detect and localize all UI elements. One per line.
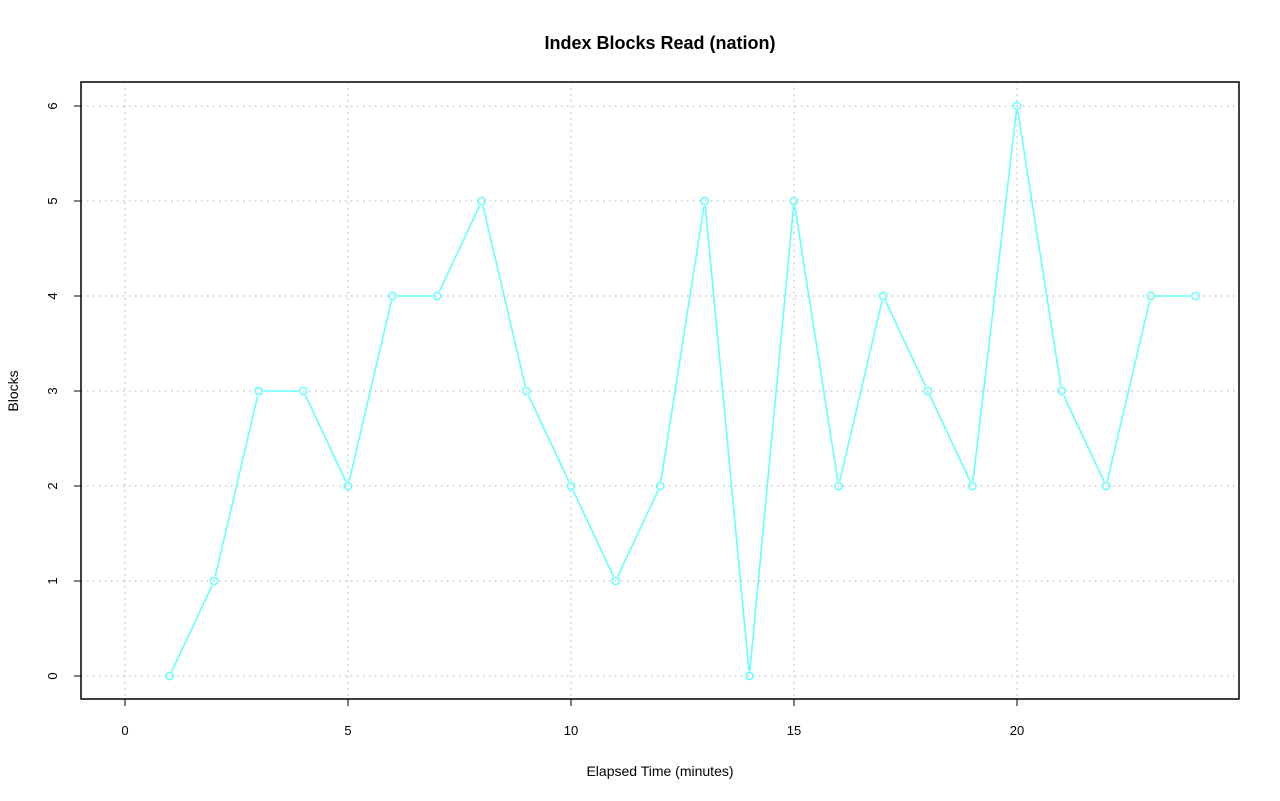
- data-point: [254, 386, 264, 396]
- series-line-segment: [438, 205, 481, 292]
- data-point: [566, 481, 576, 491]
- data-point: [745, 671, 754, 681]
- series-line-segment: [572, 490, 615, 577]
- x-tick-label: 15: [787, 723, 801, 738]
- series-line-segment: [838, 300, 883, 482]
- data-point: [1012, 101, 1022, 111]
- data-point: [878, 291, 888, 301]
- y-axis: 0 1 2 3 4 5 6: [45, 102, 82, 680]
- data-point: [299, 386, 308, 396]
- series-line-segment: [704, 205, 750, 672]
- data-point: [789, 196, 799, 206]
- data-point: [522, 386, 531, 396]
- data-point: [1191, 291, 1200, 301]
- series-line-segment: [527, 395, 570, 482]
- series-line-segment: [214, 395, 259, 577]
- y-tick-label: 1: [45, 577, 60, 584]
- series-line-segment: [304, 395, 347, 482]
- data-point: [165, 671, 174, 681]
- series-line-segment: [1063, 395, 1105, 482]
- series-line-segment: [972, 110, 1018, 482]
- series-line-segment: [617, 490, 659, 577]
- series-line-segment: [1016, 110, 1062, 387]
- y-tick-label: 6: [45, 102, 60, 109]
- y-tick-label: 2: [45, 482, 60, 489]
- series-line-segment: [793, 205, 839, 482]
- series-line-segment: [929, 395, 971, 482]
- x-tick-label: 0: [121, 723, 128, 738]
- x-tick-label: 20: [1010, 723, 1024, 738]
- data-point: [209, 576, 219, 586]
- y-tick-label: 5: [45, 197, 60, 204]
- data-point: [432, 291, 442, 301]
- series-line-segment: [884, 300, 927, 387]
- series-line-segment: [660, 205, 705, 482]
- data-point: [923, 386, 933, 396]
- data-point: [700, 196, 710, 206]
- data-point: [1057, 386, 1066, 396]
- series-line-segment: [749, 205, 795, 672]
- data-point: [968, 481, 977, 491]
- data-point: [343, 481, 353, 491]
- y-axis-label: Blocks: [5, 370, 21, 411]
- grid: [81, 82, 1239, 699]
- data-point: [611, 576, 620, 586]
- x-tick-label: 10: [564, 723, 578, 738]
- data-point: [477, 196, 487, 206]
- series-line-segment: [1106, 300, 1151, 482]
- y-tick-label: 3: [45, 387, 60, 394]
- series-group: [165, 101, 1200, 681]
- data-point: [1101, 481, 1111, 491]
- data-point: [655, 481, 665, 491]
- series-line-segment: [348, 300, 393, 482]
- series-line-segment: [171, 585, 213, 672]
- chart-title: Index Blocks Read (nation): [544, 33, 775, 53]
- x-axis: 0 5 10 15 20: [121, 698, 1024, 738]
- y-tick-label: 0: [45, 672, 60, 679]
- data-point: [1146, 291, 1156, 301]
- series-line-segment: [482, 205, 527, 387]
- x-axis-label: Elapsed Time (minutes): [586, 763, 733, 779]
- y-tick-label: 4: [45, 292, 60, 299]
- data-point: [388, 291, 397, 301]
- x-tick-label: 5: [344, 723, 351, 738]
- data-point: [834, 481, 843, 491]
